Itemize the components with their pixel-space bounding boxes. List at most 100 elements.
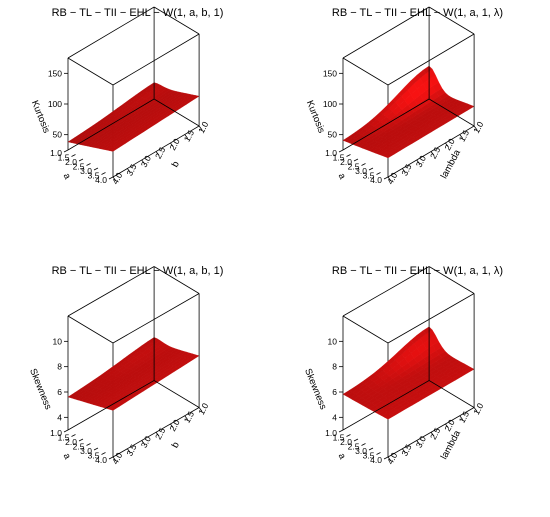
surface-plot-skewness-ab: RB − TL − TII − EHL − W(1, a, b, 1) 1.0 1.…: [27, 265, 224, 466]
x-tick-label: 3.0: [80, 166, 92, 176]
surface-patch: [147, 337, 158, 344]
surface-patch: [422, 326, 433, 335]
x-tick-mark: [78, 438, 84, 442]
y-tick-mark: [416, 440, 421, 445]
box-edge: [153, 266, 200, 294]
y-tick-label: 3.5: [124, 162, 139, 177]
y-tick-label: 4.0: [385, 451, 400, 466]
x-axis-label: a: [61, 451, 74, 461]
z-tick-label: 6: [332, 387, 337, 397]
y-tick-mark: [127, 448, 131, 453]
x-axis-label: a: [61, 171, 74, 181]
y-tick-mark: [155, 151, 160, 156]
x-tick-label: 1.0: [325, 148, 337, 158]
y-tick-label: 2.5: [153, 145, 168, 160]
box-edge: [342, 57, 389, 86]
y-tick-mark: [473, 407, 478, 412]
z-tick-label: 50: [53, 130, 63, 140]
x-tick-label: 2.0: [340, 157, 352, 167]
x-tick-mark: [361, 443, 366, 446]
z-axis-label: Skewness: [302, 367, 329, 411]
y-tick-mark: [473, 125, 478, 131]
x-tick-mark: [86, 163, 91, 166]
y-tick-label: 3.0: [139, 154, 154, 169]
y-tick-label: 1.5: [457, 409, 472, 424]
y-tick-mark: [387, 176, 392, 182]
y-tick-label: 2.0: [167, 418, 182, 433]
x-tick-mark: [376, 172, 381, 175]
y-tick-mark: [402, 168, 406, 173]
x-axis-label: a: [336, 451, 349, 461]
box-edge: [153, 380, 200, 408]
box-edge: [342, 6, 430, 59]
y-tick-mark: [112, 456, 117, 462]
box-edge: [428, 98, 475, 127]
y-tick-label: 1.0: [196, 401, 211, 416]
x-tick-label: 4.0: [95, 175, 107, 185]
y-tick-mark: [459, 134, 464, 139]
x-tick-mark: [368, 447, 374, 451]
surface-patch: [147, 82, 158, 88]
z-tick-label: 50: [328, 130, 338, 140]
box-edge: [153, 6, 200, 35]
chart-panel-2: RB − TL − TII − EHL − W(1, a, 1, λ) 1.0 1.…: [275, 0, 550, 258]
y-tick-mark: [141, 440, 146, 445]
z-tick-label: 100: [48, 99, 62, 109]
x-tick-mark: [93, 167, 99, 171]
chart-panel-4: RB − TL − TII − EHL − W(1, a, 1, λ) 1.0 1.…: [275, 258, 550, 517]
x-tick-label: 2.0: [340, 437, 352, 447]
x-tick-mark: [63, 429, 69, 433]
y-axis-label: lambda: [439, 147, 464, 180]
x-tick-mark: [346, 154, 351, 157]
y-tick-mark: [112, 176, 117, 182]
chart-title: RB − TL − TII − EHL − W(1, a, b, 1): [52, 7, 224, 19]
y-tick-label: 3.0: [139, 434, 154, 449]
box-edge: [67, 57, 114, 86]
y-tick-mark: [141, 159, 146, 165]
x-tick-mark: [78, 158, 84, 162]
chart-panel-1: RB − TL − TII − EHL − W(1, a, b, 1) 1.0 1.…: [0, 0, 275, 258]
box-edge: [67, 98, 155, 151]
x-tick-label: 1.0: [50, 148, 62, 158]
x-tick-mark: [71, 154, 76, 157]
chart-panel-3: RB − TL − TII − EHL − W(1, a, b, 1) 1.0 1.…: [0, 258, 275, 517]
z-tick-label: 150: [323, 68, 337, 78]
y-tick-label: 4.0: [385, 171, 400, 186]
x-tick-mark: [108, 176, 114, 180]
box-edge: [67, 266, 155, 317]
box-edge: [342, 98, 430, 151]
box-edge: [428, 380, 475, 408]
y-tick-label: 1.5: [182, 128, 197, 143]
x-tick-label: 1.5: [58, 433, 70, 443]
box-edge: [342, 315, 389, 344]
x-tick-label: 3.5: [88, 171, 100, 181]
x-tick-label: 3.5: [363, 451, 375, 461]
x-tick-label: 3.5: [363, 171, 375, 181]
y-tick-mark: [459, 415, 464, 420]
chart-title: RB − TL − TII − EHL − W(1, a, b, 1): [52, 265, 224, 277]
x-axis-label: a: [336, 171, 349, 181]
y-tick-mark: [155, 432, 160, 437]
z-tick-label: 4: [332, 412, 337, 422]
y-tick-mark: [170, 142, 174, 148]
surface-patch: [422, 65, 433, 74]
x-tick-mark: [376, 452, 381, 455]
y-tick-mark: [445, 142, 449, 148]
z-tick-label: 4: [57, 412, 62, 422]
x-tick-mark: [101, 452, 106, 455]
z-axis-label: Skewness: [27, 367, 54, 411]
x-tick-label: 3.0: [355, 166, 367, 176]
y-tick-mark: [184, 134, 189, 139]
box-edge: [387, 33, 475, 86]
x-tick-label: 2.5: [73, 162, 85, 172]
y-tick-label: 1.5: [457, 128, 472, 143]
box-edge: [428, 6, 475, 35]
z-tick-label: 100: [323, 99, 337, 109]
x-tick-label: 2.0: [65, 437, 77, 447]
y-axis-label: lambda: [439, 428, 464, 461]
box-edge: [342, 266, 430, 317]
x-tick-mark: [101, 172, 106, 175]
y-tick-label: 1.0: [471, 120, 486, 135]
y-axis-label: b: [170, 440, 182, 450]
y-tick-label: 2.0: [167, 137, 182, 152]
